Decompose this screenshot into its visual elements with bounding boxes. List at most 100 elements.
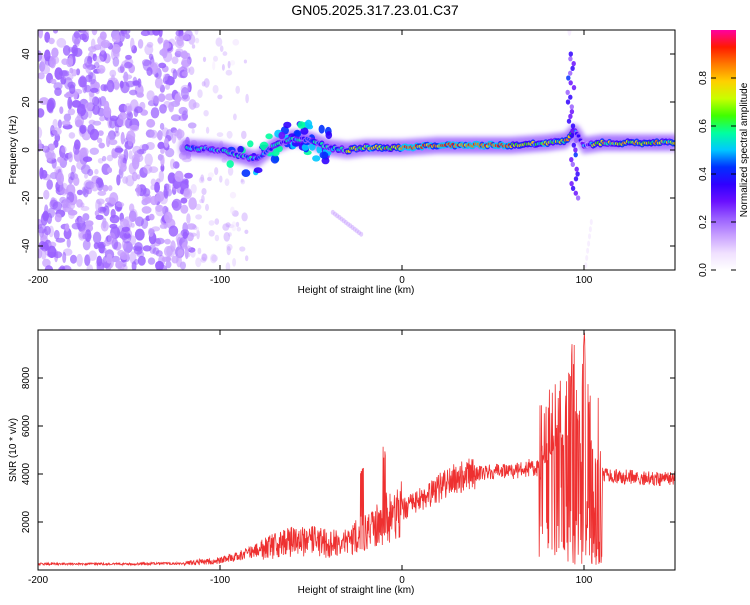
spectrogram-noise-speckle: [93, 242, 100, 250]
spectrogram-noise-speckle: [214, 218, 220, 225]
snr-y-tick-label: 8000: [21, 366, 32, 389]
spectrogram-noise-speckle: [223, 232, 231, 242]
spectrogram-noise-speckle: [183, 188, 192, 199]
spectrogram-noise-speckle: [98, 68, 105, 74]
spectrogram-spike-cell: [566, 118, 572, 124]
snr-x-tick-label: -200: [28, 575, 48, 586]
spectrogram-noise-speckle: [182, 110, 188, 121]
spectrogram-noise-speckle: [57, 156, 63, 163]
spectrogram-noise-speckle: [53, 82, 63, 91]
spectrogram-noise-speckle: [38, 72, 45, 80]
spectrogram-noise-speckle: [88, 71, 94, 80]
spectrogram-noise-speckle: [97, 190, 107, 196]
colorbar: 0.0 0.2 0.4 0.6 0.8 Normalized spectral ampl…: [698, 30, 750, 277]
spectrogram-noise-speckle: [163, 138, 169, 148]
spectrogram-noise-speckle: [151, 226, 161, 232]
spectrogram-noise-speckle: [122, 74, 133, 80]
spectrogram-noise-speckle: [146, 67, 153, 76]
spectrogram-noise-speckle: [191, 128, 195, 134]
spectrogram-noise-speckle: [100, 220, 109, 232]
spectrogram-noise-speckle: [107, 167, 113, 174]
spectrogram-noise-speckle: [158, 62, 167, 69]
spectrogram-streak: [567, 30, 572, 36]
spectrogram-noise-speckle: [119, 80, 124, 89]
spectrogram-spike-cell: [568, 94, 573, 100]
spectrogram-noise-speckle: [133, 246, 143, 255]
spectrogram-noise-speckle: [111, 48, 116, 61]
spectrogram-noise-speckle: [233, 113, 237, 121]
spectrogram-noise-speckle: [52, 201, 63, 211]
spectrogram-noise-speckle: [112, 56, 120, 67]
spectrogram-noise-speckle: [136, 92, 145, 98]
spectrogram-noise-speckle: [43, 189, 50, 200]
spectrogram-noise-speckle: [215, 37, 223, 47]
spectrogram-noise-speckle: [188, 34, 196, 45]
colorbar-label: Normalized spectral amplitude: [739, 82, 750, 217]
spectrogram-noise-speckle: [165, 83, 170, 90]
spectrogram-noise-speckle: [47, 97, 56, 111]
spectrogram-noise-speckle: [200, 174, 205, 182]
spectrogram-noise-speckle: [157, 141, 165, 150]
colorbar-tick-label: 0.8: [698, 71, 709, 85]
spectrogram-noise-speckle: [51, 47, 59, 58]
spectrogram-noise-speckle: [136, 184, 141, 197]
spectrogram-noise-speckle: [180, 197, 188, 204]
spectrogram-noise-speckle: [212, 84, 219, 94]
spectrogram-noise-speckle: [111, 238, 119, 250]
spectrogram-noise-speckle: [202, 56, 207, 63]
spectrogram-noise-speckle: [121, 232, 132, 244]
spectrogram-noise-speckle: [98, 142, 105, 149]
spectrogram-noise-speckle: [82, 156, 93, 162]
spectrogram-noise-speckle: [225, 222, 231, 228]
spectrogram-noise-speckle: [119, 64, 125, 73]
spectrogram-noise-speckle: [92, 53, 97, 62]
spectrogram-noise-speckle: [195, 257, 202, 268]
spectrogram-noise-speckle: [150, 195, 158, 206]
spectrogram-noise-speckle: [230, 206, 235, 215]
spectrogram-noise-speckle: [97, 130, 104, 137]
spectrogram-noise-speckle: [129, 89, 138, 96]
spectrogram-noise-speckle: [164, 238, 171, 245]
spectrogram-noise-speckle: [155, 250, 163, 257]
spectrogram-noise-speckle: [231, 221, 237, 232]
spectrogram-y-ticks: -40 -20 0 20 40: [21, 48, 675, 253]
spectrogram-x-tick-label: -200: [28, 275, 48, 286]
spectrogram-noise-speckle: [227, 60, 231, 69]
spectrogram-noise-speckle: [114, 147, 124, 153]
spectrogram-noise-speckle: [129, 124, 139, 132]
spectrogram-noise-speckle: [150, 107, 160, 119]
spectrogram-noise-speckle: [164, 211, 173, 223]
spectrogram-noise-speckle: [90, 182, 99, 192]
spectrogram-noise-speckle: [103, 205, 110, 217]
snr-x-tick-label: -100: [210, 575, 230, 586]
spectrogram-noise-speckle: [184, 245, 192, 251]
spectrogram-noise-speckle: [89, 147, 100, 155]
spectrogram-noise-speckle: [148, 53, 154, 60]
spectrogram-noise-speckle: [131, 171, 138, 182]
spectrogram-noise-speckle: [214, 167, 219, 176]
spectrogram-ridge-cell: [283, 121, 292, 129]
spectrogram-noise-speckle: [38, 108, 45, 118]
spectrogram-x-ticks: -200 -100 0 100: [28, 30, 593, 286]
spectrogram-spike-cell: [573, 137, 579, 143]
spectrogram-noise-speckle: [70, 164, 76, 174]
spectrogram-noise-speckle: [222, 51, 228, 56]
spectrogram-noise-speckle: [89, 91, 95, 104]
spectrogram-noise-speckle: [133, 153, 144, 163]
spectrogram-noise-speckle: [101, 155, 107, 162]
spectrogram-noise-speckle: [88, 119, 96, 125]
spectrogram-noise-speckle: [52, 127, 62, 136]
spectrogram-noise-speckle: [186, 223, 197, 230]
spectrogram-noise-speckle: [175, 48, 184, 54]
spectrogram-noise-speckle: [205, 126, 210, 134]
spectrogram-noise-speckle: [81, 186, 87, 196]
spectrogram-noise-speckle: [97, 158, 104, 164]
spectrogram-noise-speckle: [94, 55, 104, 63]
spectrogram-noise-speckle: [192, 225, 198, 231]
spectrogram-noise-speckle: [229, 191, 237, 199]
spectrogram-noise-speckle: [62, 199, 72, 212]
spectrogram-noise-speckle: [165, 188, 173, 197]
spectrogram-noise-speckle: [186, 213, 191, 224]
spectrogram-noise-speckle: [137, 78, 142, 88]
spectrogram-noise-speckle: [41, 249, 47, 260]
